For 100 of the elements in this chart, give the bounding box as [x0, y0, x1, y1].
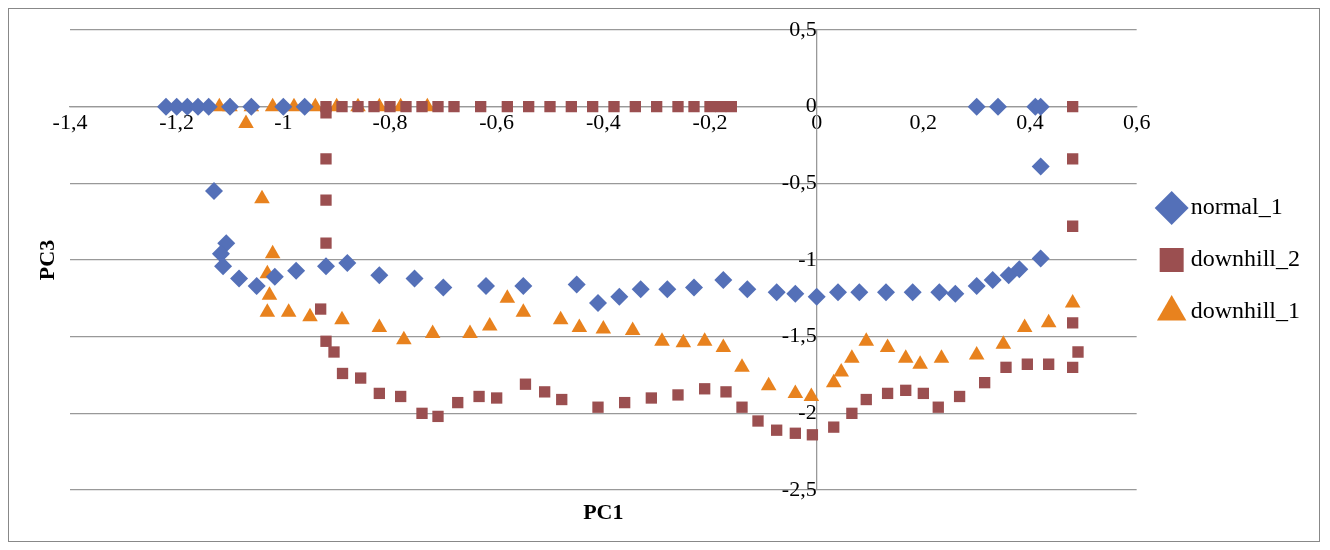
- point: [897, 349, 914, 363]
- point: [238, 114, 254, 129]
- point: [317, 257, 335, 276]
- point: [405, 269, 424, 288]
- point: [858, 332, 875, 346]
- point: [462, 324, 478, 339]
- point: [242, 97, 261, 116]
- point: [371, 318, 388, 332]
- x-tick-label: -1,4: [52, 108, 88, 134]
- x-tick-label: -0,6: [479, 108, 515, 134]
- point: [481, 316, 498, 331]
- point: [879, 338, 896, 352]
- point: [514, 277, 533, 296]
- point: [274, 97, 293, 116]
- point: [589, 293, 607, 312]
- point: [967, 97, 986, 116]
- point: [877, 283, 895, 302]
- point: [1064, 293, 1081, 308]
- x-tick-label: -1,2: [159, 108, 195, 134]
- point: [515, 303, 532, 317]
- point: [477, 277, 495, 296]
- point: [1010, 260, 1029, 279]
- point: [247, 277, 266, 296]
- point: [767, 283, 786, 302]
- point: [930, 283, 949, 302]
- y-tick-label: -2: [798, 399, 817, 425]
- point: [760, 376, 777, 391]
- point: [280, 303, 297, 317]
- point: [833, 362, 849, 377]
- point: [230, 269, 249, 288]
- point: [205, 182, 223, 200]
- x-tick-label: 0,4: [1016, 108, 1044, 134]
- point: [595, 320, 612, 334]
- point: [264, 244, 281, 259]
- point: [787, 384, 804, 398]
- y-tick-label: 0,5: [789, 15, 817, 41]
- point: [658, 280, 677, 299]
- point: [221, 97, 239, 116]
- point: [1031, 157, 1050, 176]
- y-axis-title: PC3: [33, 239, 59, 281]
- point: [685, 278, 703, 297]
- point: [214, 257, 233, 276]
- point: [396, 330, 412, 345]
- point: [850, 283, 869, 302]
- point: [631, 280, 650, 299]
- legend-label: normal_1: [1190, 193, 1283, 220]
- legend-label: downhill_1: [1190, 297, 1301, 324]
- point: [715, 338, 732, 352]
- point: [211, 244, 230, 263]
- point: [844, 349, 860, 363]
- x-tick-label: -1: [274, 108, 293, 134]
- point: [571, 318, 588, 332]
- point: [259, 303, 276, 317]
- point: [624, 321, 641, 336]
- legend-label: downhill_2: [1190, 245, 1301, 272]
- point: [302, 307, 318, 322]
- point: [714, 270, 733, 289]
- x-tick-label: 0,2: [909, 108, 938, 134]
- point: [370, 266, 389, 285]
- point: [287, 261, 306, 280]
- point: [265, 267, 284, 286]
- point: [995, 335, 1012, 349]
- x-tick-label: -0,2: [692, 108, 728, 134]
- point: [434, 278, 453, 297]
- point: [254, 189, 270, 204]
- x-tick-label: -0,4: [585, 108, 621, 134]
- y-tick-label: -1,5: [781, 322, 817, 348]
- point: [983, 270, 1002, 289]
- point: [829, 283, 847, 302]
- point: [1040, 313, 1057, 328]
- point: [989, 97, 1007, 116]
- point: [999, 266, 1018, 285]
- point: [334, 310, 350, 325]
- point: [807, 287, 826, 306]
- point: [295, 97, 314, 116]
- point: [1016, 318, 1033, 332]
- x-axis-title: PC1: [583, 498, 624, 524]
- point: [933, 349, 950, 363]
- point: [825, 373, 842, 388]
- point: [738, 280, 757, 299]
- point: [696, 332, 713, 346]
- x-tick-label: 0,6: [1122, 108, 1151, 134]
- point: [499, 289, 516, 303]
- point: [567, 275, 586, 294]
- point: [803, 387, 820, 401]
- point: [903, 283, 922, 302]
- point: [424, 324, 441, 339]
- y-tick-label: -1: [798, 245, 817, 271]
- point: [946, 284, 965, 303]
- point: [968, 346, 985, 360]
- y-tick-label: -0,5: [781, 169, 817, 195]
- point: [552, 310, 569, 325]
- y-tick-label: -2,5: [781, 475, 817, 501]
- point: [675, 333, 692, 348]
- point: [734, 358, 750, 372]
- point: [967, 277, 986, 296]
- point: [338, 254, 357, 273]
- point: [610, 287, 629, 306]
- point: [261, 286, 278, 300]
- point: [1031, 249, 1050, 268]
